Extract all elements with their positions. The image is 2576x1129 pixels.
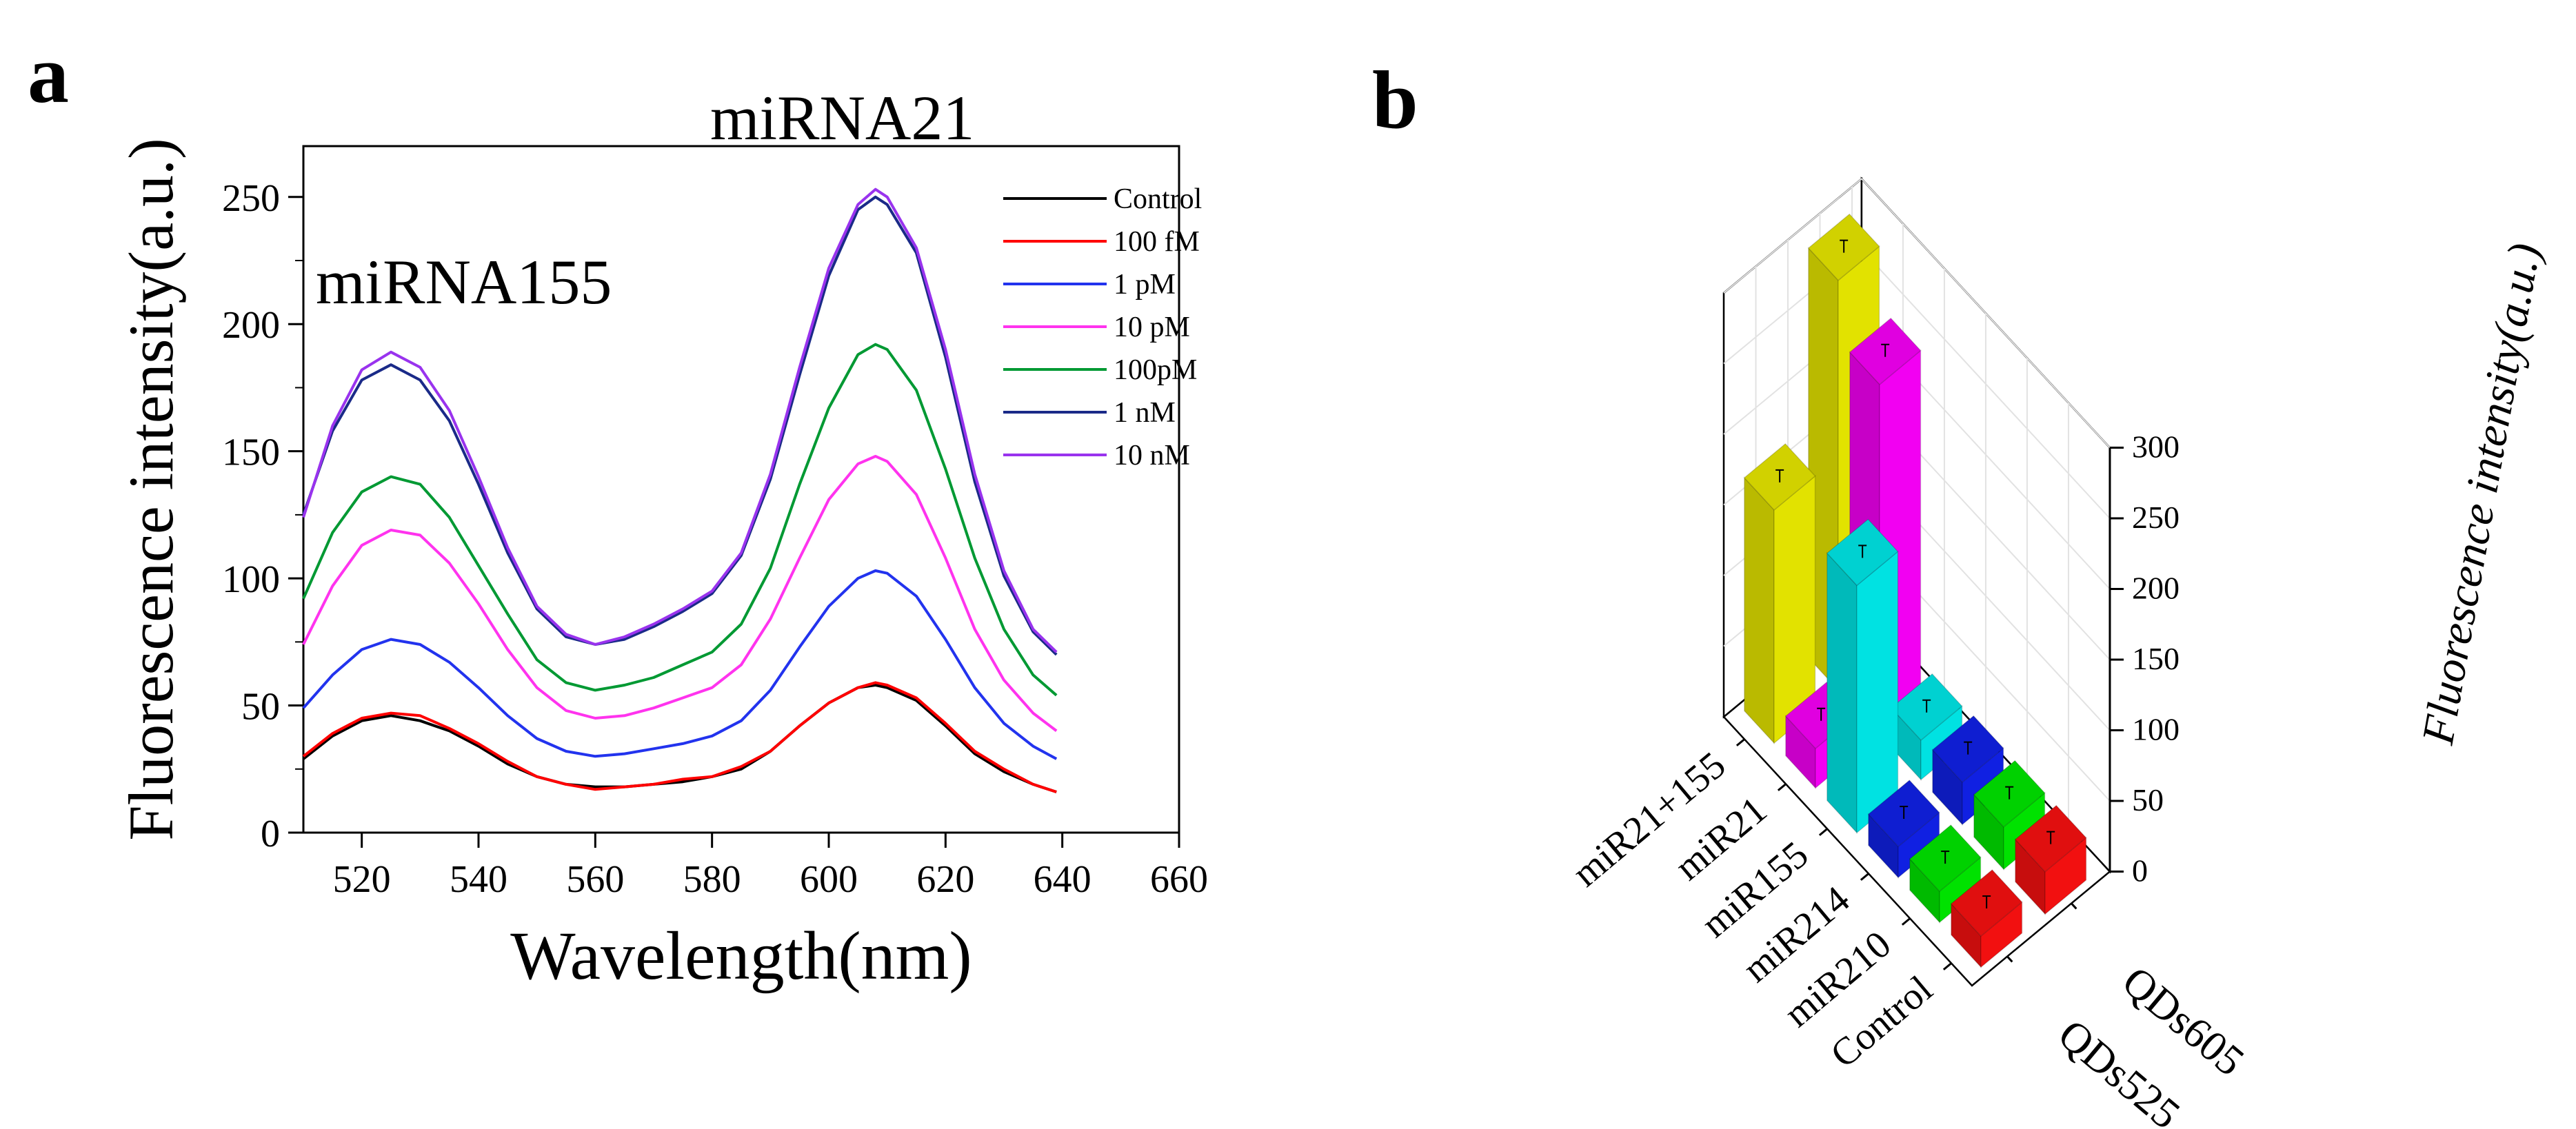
series-line-4 — [302, 343, 1058, 697]
x-tick-label: 520 — [333, 858, 391, 901]
series-line-6 — [302, 187, 1058, 653]
y-tick-label: 200 — [222, 304, 280, 347]
panel-a-line-chart: 520 540 560 580 600 620 640 660050100150200250 … — [116, 83, 1208, 994]
z-tick-label: 0 — [2132, 853, 2148, 888]
x-tick-label: 660 — [1150, 858, 1208, 901]
y-tick-label: 0 — [261, 813, 280, 855]
series-line-1 — [302, 681, 1057, 793]
legend-label: Control — [1114, 183, 1202, 215]
bar-QDs525-miR214 — [1867, 779, 1940, 879]
bar-QDs525-Control — [1950, 868, 2023, 969]
category-tick — [1735, 738, 1745, 746]
bar-QDs525-miR155 — [1826, 518, 1899, 835]
bar-QDs525-miR21+155 — [1743, 443, 1816, 745]
bar-QDs605-Control — [2014, 804, 2087, 916]
y-axis-label: Fluorescence intensity(a.u.) — [116, 138, 186, 840]
legend-label: 1 pM — [1114, 269, 1176, 301]
series-line-5 — [302, 195, 1058, 656]
group-tick — [2006, 955, 2013, 963]
category-tick — [1901, 917, 1911, 926]
x-tick-label: 620 — [916, 858, 974, 901]
series-line-0 — [302, 684, 1057, 793]
z-tick-label: 50 — [2132, 782, 2164, 817]
z-tick-label: 200 — [2132, 570, 2180, 605]
plot-a-ticks: 520 540 560 580 600 620 640 660 0 50 100 150 200 250 — [222, 177, 1208, 901]
legend-label: 1 nM — [1114, 397, 1176, 429]
y-tick-label: 150 — [222, 431, 280, 474]
panel-a-letter: a — [28, 28, 69, 120]
annotation-mirna21: miRNA21 — [710, 83, 974, 153]
category-tick — [1860, 873, 1869, 881]
x-tick-label: 640 — [1034, 858, 1091, 901]
x-tick-label: 580 — [683, 858, 741, 901]
legend-label: 10 nM — [1114, 440, 1190, 471]
category-tick — [1777, 783, 1787, 791]
plot-a-frame — [302, 145, 1180, 834]
z-tick-label: 250 — [2132, 500, 2180, 535]
x-tick-label: 600 — [800, 858, 858, 901]
category-tick — [1818, 828, 1828, 836]
series-line-3 — [302, 455, 1058, 732]
z-axis-label: Fluorescence intensity(a.u.) — [2413, 239, 2550, 749]
plot-b-bars — [1743, 213, 2087, 969]
legend-label: 10 pM — [1114, 312, 1190, 343]
x-tick-label: 540 — [450, 858, 507, 901]
legend-label: 100 fM — [1114, 226, 1200, 258]
y-tick-label: 100 — [222, 558, 280, 601]
z-tick-label: 100 — [2132, 711, 2180, 746]
z-tick-label: 150 — [2132, 641, 2180, 676]
annotation-mirna155: miRNA155 — [316, 247, 612, 317]
bar-face-side — [1827, 551, 1858, 835]
plot-a-legend: Control 100 fM 1 pM 10 pM 100pM 1 nM 10 nM — [1003, 183, 1202, 471]
bar-face-side — [1744, 476, 1775, 745]
z-tick-label: 300 — [2132, 429, 2180, 464]
panel-b-letter: b — [1372, 54, 1418, 145]
plot-a-series — [302, 187, 1058, 793]
bar-face-front — [1856, 550, 1899, 834]
category-tick — [1942, 962, 1952, 970]
x-axis-label: Wavelength(nm) — [510, 917, 972, 994]
x-tick-label: 560 — [566, 858, 624, 901]
series-line-2 — [302, 569, 1058, 760]
y-tick-label: 50 — [241, 686, 280, 729]
legend-label: 100pM — [1114, 354, 1197, 386]
panel-b-3d-bar-chart: 050100150200250300miR21+155miR21miR155mi… — [1564, 176, 2550, 1129]
y-tick-label: 250 — [222, 177, 280, 220]
group-tick — [2071, 902, 2077, 910]
